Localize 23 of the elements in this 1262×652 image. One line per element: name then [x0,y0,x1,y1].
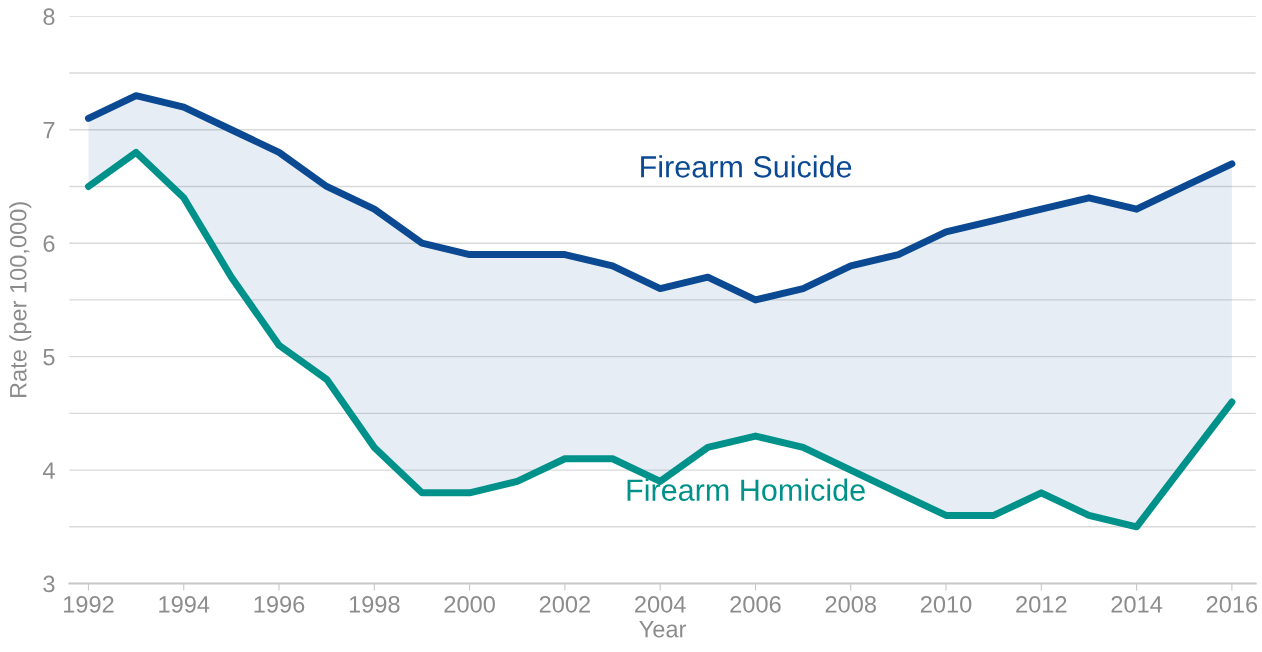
y-tick-label: 6 [43,235,55,252]
series-label: Firearm Homicide [627,478,865,501]
x-tick-label: 2012 [1016,595,1067,613]
y-tick-label: 3 [43,575,55,593]
x-tick-label: 2016 [1206,595,1258,613]
y-tick-label: 4 [42,462,55,479]
x-tick-label: 2010 [920,595,972,613]
x-tick-label: 2014 [1111,595,1163,613]
x-tick-label: 2008 [825,595,876,613]
y-tick-label: 8 [43,8,55,26]
x-tick-label: 1998 [349,595,400,613]
x-tick-label: 2002 [539,595,590,613]
x-tick-label: 1992 [64,595,114,613]
x-tick-label: 1994 [159,595,210,613]
x-tick-label: 2006 [730,595,781,613]
text: Firearm Suicide [641,155,852,178]
y-tick-label: 7 [43,122,55,139]
y-axis-title: Rate (per 100,000) [9,202,32,398]
x-tick-label: 1996 [254,595,305,613]
y-tick-label: 5 [43,348,55,366]
x-tick-label: 2004 [635,595,686,613]
x-tick-label: 2000 [444,595,495,613]
x-axis-title: Year [639,621,687,638]
